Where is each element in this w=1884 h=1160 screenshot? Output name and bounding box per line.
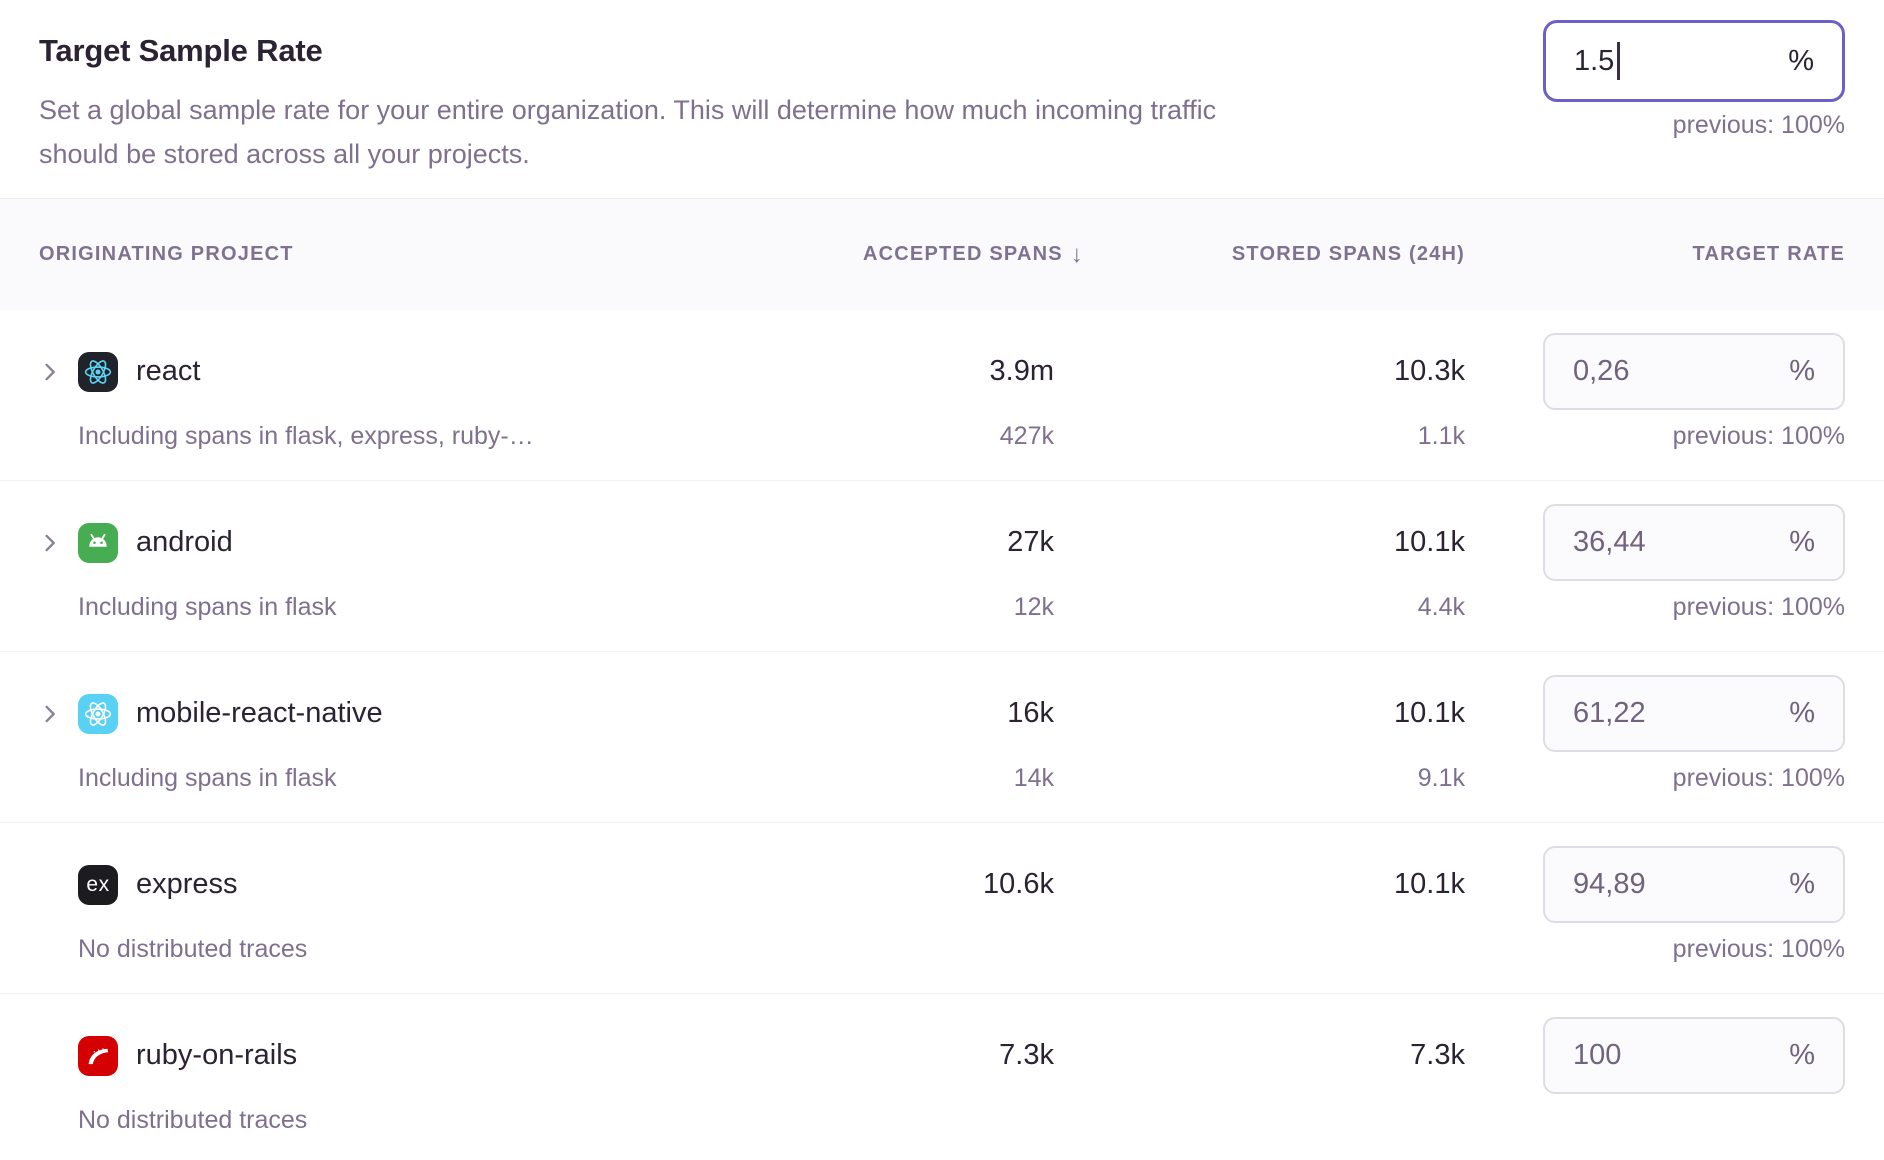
percent-sign: % xyxy=(1789,526,1815,558)
target-rate-value: 36,44 xyxy=(1573,526,1646,558)
target-rate-value: 94,89 xyxy=(1573,868,1646,900)
chevron-right-icon xyxy=(45,534,55,551)
react-icon xyxy=(78,351,118,392)
project-name: express xyxy=(136,868,238,900)
target-rate-input[interactable]: 61,22 % xyxy=(1543,675,1845,752)
rails-icon xyxy=(78,1035,118,1076)
distributed-traces-note: Including spans in flask, express, ruby-… xyxy=(78,421,534,450)
previous-rate-label: previous: 100% xyxy=(1672,111,1845,139)
expand-chevron-button[interactable] xyxy=(39,532,78,554)
previous-rate-label: previous: 100% xyxy=(1672,934,1845,963)
project-name: android xyxy=(136,526,233,558)
project-row-ruby-on-rails: ruby-on-rails 7.3k 7.3k 100 % No distrib… xyxy=(0,994,1884,1160)
project-name: mobile-react-native xyxy=(136,697,383,729)
stored-spans-value: 10.1k xyxy=(1394,526,1465,558)
column-header-originating-project: ORIGINATING PROJECT xyxy=(39,243,294,265)
react-native-icon xyxy=(78,693,118,734)
sub-accepted-spans-value: 12k xyxy=(1013,592,1054,621)
sort-descending-icon[interactable]: ↓ xyxy=(1070,240,1084,268)
previous-rate-label: previous: 100% xyxy=(1672,763,1845,792)
target-rate-input[interactable]: 0,26 % xyxy=(1543,333,1845,410)
accepted-spans-label: ACCEPTED SPANS xyxy=(863,243,1063,265)
sub-accepted-spans-value: 427k xyxy=(999,421,1054,450)
accepted-spans-value: 7.3k xyxy=(999,1039,1054,1071)
target-rate-input[interactable]: 36,44 % xyxy=(1543,504,1845,581)
column-header-accepted-spans[interactable]: ACCEPTED SPANS ↓ xyxy=(639,241,1083,269)
percent-sign: % xyxy=(1788,44,1814,77)
project-name: ruby-on-rails xyxy=(136,1039,298,1071)
distributed-traces-note: Including spans in flask xyxy=(78,763,337,792)
global-rate-input[interactable]: 1.5 % xyxy=(1543,20,1845,102)
page-description: Set a global sample rate for your entire… xyxy=(39,95,1217,169)
stored-spans-value: 7.3k xyxy=(1410,1039,1465,1071)
project-row-express: ex express 10.6k 10.1k 94,89 % No distri… xyxy=(0,823,1884,994)
express-icon: ex xyxy=(78,864,118,905)
accepted-spans-value: 16k xyxy=(1007,697,1054,729)
distributed-traces-note: No distributed traces xyxy=(78,934,308,963)
project-row-android: android 27k 10.1k 36,44 % Including span… xyxy=(0,481,1884,652)
distributed-traces-note: No distributed traces xyxy=(78,1105,308,1134)
sub-accepted-spans-value: 14k xyxy=(1013,763,1054,792)
chevron-right-icon xyxy=(45,363,55,380)
page-title: Target Sample Rate xyxy=(39,33,323,68)
global-rate-field: 1.5 % previous: 100% xyxy=(1543,20,1845,140)
percent-sign: % xyxy=(1789,868,1815,900)
target-sample-rate-section: Target Sample Rate Set a global sample r… xyxy=(0,0,1884,198)
percent-sign: % xyxy=(1789,1039,1815,1071)
express-icon-text: ex xyxy=(86,872,110,896)
sub-stored-spans-value: 9.1k xyxy=(1417,763,1465,792)
previous-rate-label: previous: 100% xyxy=(1672,421,1845,450)
target-rate-input[interactable]: 100 % xyxy=(1543,1017,1845,1094)
stored-spans-value: 10.1k xyxy=(1394,697,1465,729)
target-rate-value: 100 xyxy=(1573,1039,1622,1071)
stored-spans-value: 10.1k xyxy=(1394,868,1465,900)
accepted-spans-value: 27k xyxy=(1007,526,1054,558)
project-row-react: react 3.9m 10.3k 0,26 % Including spans … xyxy=(0,310,1884,481)
target-rate-value: 61,22 xyxy=(1573,697,1646,729)
percent-sign: % xyxy=(1789,697,1815,729)
sub-stored-spans-value: 1.1k xyxy=(1417,421,1465,450)
project-row-mobile-react-native: mobile-react-native 16k 10.1k 61,22 % In… xyxy=(0,652,1884,823)
column-header-target-rate: TARGET RATE xyxy=(1692,243,1845,265)
expand-chevron-button[interactable] xyxy=(39,361,78,383)
sub-stored-spans-value: 4.4k xyxy=(1417,592,1465,621)
global-rate-value: 1.5 xyxy=(1574,44,1615,77)
accepted-spans-value: 10.6k xyxy=(983,868,1054,900)
android-icon xyxy=(78,522,118,563)
previous-rate-label: previous: 100% xyxy=(1672,592,1845,621)
text-cursor xyxy=(1617,42,1621,80)
table-header: ORIGINATING PROJECT ACCEPTED SPANS ↓ STO… xyxy=(0,198,1884,310)
distributed-traces-note: Including spans in flask xyxy=(78,592,337,621)
project-name: react xyxy=(136,355,201,387)
percent-sign: % xyxy=(1789,355,1815,387)
target-rate-input[interactable]: 94,89 % xyxy=(1543,846,1845,923)
stored-spans-value: 10.3k xyxy=(1394,355,1465,387)
expand-chevron-button[interactable] xyxy=(39,703,78,725)
accepted-spans-value: 3.9m xyxy=(989,355,1054,387)
column-header-stored-spans: STORED SPANS (24H) xyxy=(1231,243,1465,265)
target-rate-value: 0,26 xyxy=(1573,355,1630,387)
chevron-right-icon xyxy=(45,705,55,722)
